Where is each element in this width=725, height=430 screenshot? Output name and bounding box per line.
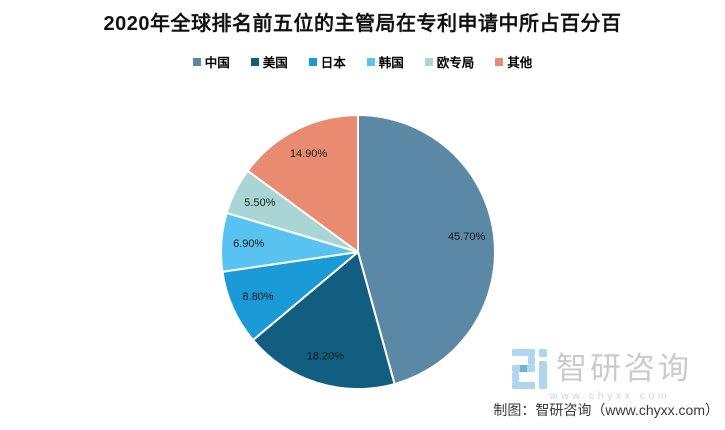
legend-swatch-icon <box>366 57 375 66</box>
legend-swatch-icon <box>250 57 259 66</box>
legend-item-0: 中国 <box>192 52 230 71</box>
pie-slice-5 <box>246 114 359 253</box>
legend-item-2: 日本 <box>308 52 346 71</box>
credit-line: 制图：智研咨询（www.chyxx.com） <box>493 402 719 418</box>
chart-title: 2020年全球排名前五位的主管局在专利申请中所占百分百 <box>103 13 622 35</box>
legend-label: 欧专局 <box>436 56 475 70</box>
watermark-brand-text: 智研咨询 <box>556 351 692 386</box>
pie-slice-1 <box>251 251 396 391</box>
pie-slice-label-1: 18.20% <box>307 351 345 363</box>
legend-swatch-icon <box>424 57 433 66</box>
legend-item-4: 欧专局 <box>424 52 475 71</box>
legend-swatch-icon <box>192 57 201 66</box>
legend-item-1: 美国 <box>250 52 288 71</box>
pie-slice-label-5: 14.90% <box>290 148 328 160</box>
legend-label: 韩国 <box>378 56 404 70</box>
legend-swatch-icon <box>308 57 317 66</box>
pie-slice-label-0: 45.70% <box>448 231 486 243</box>
pie-slice-label-3: 6.90% <box>233 238 264 250</box>
legend-label: 日本 <box>320 56 346 70</box>
pie-slice-label-2: 8.80% <box>242 291 273 303</box>
brand-logo-icon <box>512 349 547 389</box>
legend-item-3: 韩国 <box>366 52 404 71</box>
pie-slice-label-4: 5.50% <box>244 197 275 209</box>
watermark-url-text: www.chyxx.com <box>549 390 671 402</box>
pie-slice-0 <box>357 114 496 386</box>
watermark: 智研咨询 www.chyxx.com <box>512 349 708 402</box>
legend-label: 其他 <box>507 56 533 70</box>
legend-label: 美国 <box>262 56 288 70</box>
legend: 中国 美国 日本 韩国 欧专局 其他 <box>0 52 725 71</box>
legend-label: 中国 <box>204 56 230 70</box>
legend-swatch-icon <box>495 57 504 66</box>
legend-item-5: 其他 <box>495 52 532 71</box>
